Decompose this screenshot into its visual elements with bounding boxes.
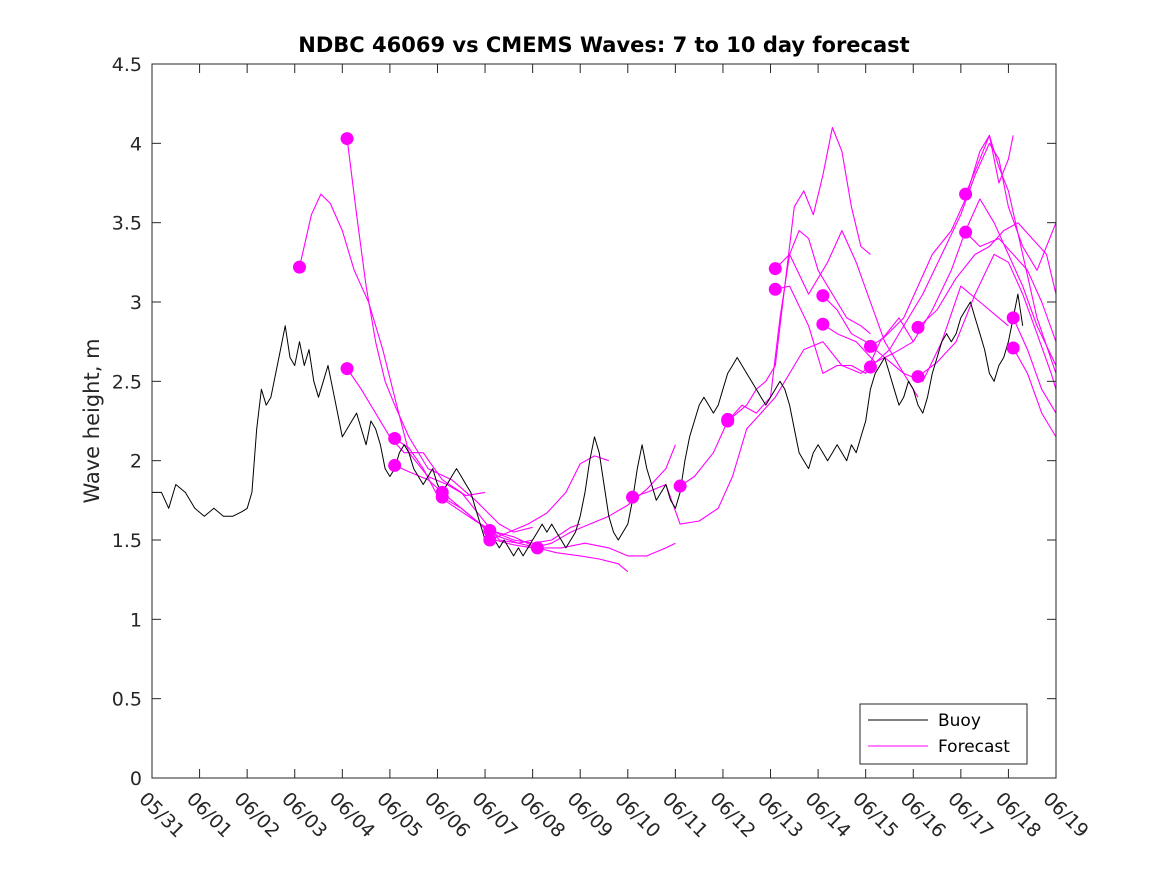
y-tick-label-1: 0.5 [112,689,142,711]
forecast-line-1 [346,138,533,533]
forecast-line-22 [1012,347,1056,438]
forecast-marker-18 [863,339,877,353]
chart-title: NDBC 46069 vs CMEMS Waves: 7 to 10 day f… [298,33,909,57]
forecast-marker-20 [911,320,925,334]
forecast-line-19 [965,134,1014,195]
forecast-line-11 [774,230,919,398]
forecast-marker-15 [768,282,782,296]
forecast-marker-16 [816,289,830,303]
y-tick-label-5: 2.5 [112,371,142,393]
forecast-marker-25 [1006,341,1020,355]
forecast-line-12 [775,285,914,374]
legend: Buoy Forecast [859,703,1028,765]
forecast-marker-24 [1006,311,1020,325]
legend-buoy-label: Buoy [938,711,981,731]
y-tick-label-8: 4 [130,133,142,155]
forecast-line-20 [965,231,1056,342]
forecast-marker-11 [673,479,687,493]
buoy-line [152,293,1024,557]
forecast-marker-19 [863,360,877,374]
axes-box [151,63,1057,779]
forecast-marker-2 [340,362,354,376]
forecast-marker-22 [959,187,973,201]
forecast-marker-13 [721,414,735,428]
forecast-line-15 [870,134,1056,374]
y-tick-label-7: 3.5 [112,213,142,235]
forecast-marker-10 [626,490,640,504]
forecast-line-16 [870,142,1056,368]
y-tick-label-3: 1.5 [112,530,142,552]
forecast-line-18 [917,253,1056,390]
forecast-marker-4 [388,458,402,472]
forecast-marker-6 [435,490,449,504]
plot-area [152,64,1056,778]
y-axis-label: Wave height, m [80,338,104,503]
forecast-line-14 [822,198,1056,366]
forecast-line-4 [394,464,629,573]
forecast-marker-23 [959,225,973,239]
forecast-marker-9 [530,541,544,555]
forecast-marker-1 [340,132,354,146]
forecast-line-21 [1012,317,1056,414]
y-tick-label-4: 2 [130,451,142,473]
forecast-marker-7 [483,523,497,537]
forecast-marker-0 [292,260,306,274]
forecast-marker-3 [388,431,402,445]
forecast-line-0 [298,193,486,497]
y-tick-label-9: 4.5 [112,54,142,76]
forecast-line-17 [917,222,1056,328]
series-group [152,126,1056,573]
y-tick-label-6: 3 [130,292,142,314]
forecast-marker-17 [816,317,830,331]
forecast-line-10 [727,126,871,422]
y-tick-label-2: 1 [130,609,142,631]
forecast-line-2 [346,368,533,544]
forecast-marker-21 [911,370,925,384]
forecast-line-6 [489,455,609,541]
forecast-marker-8 [483,533,497,547]
y-tick-label-0: 0 [130,768,142,790]
forecast-marker-14 [768,262,782,276]
legend-forecast-label: Forecast [938,737,1010,757]
forecast-line-5 [441,444,676,549]
forecast-line-7 [489,529,676,557]
plot-background [152,64,1056,778]
legend-box [859,703,1028,765]
